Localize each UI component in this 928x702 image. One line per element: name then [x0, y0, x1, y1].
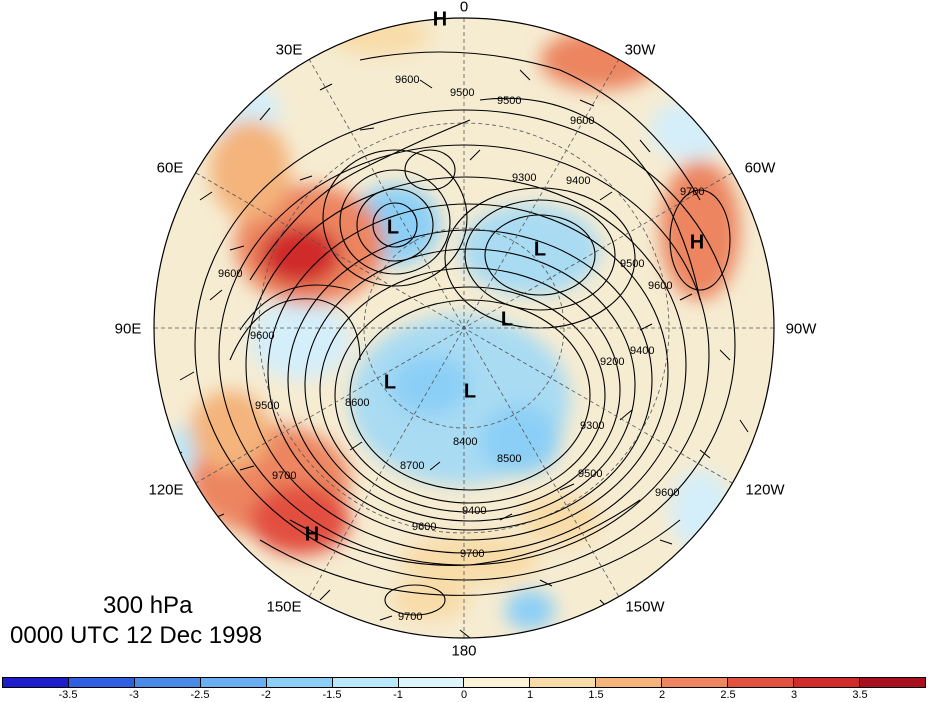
colorbar-tick-label: 1 [526, 689, 534, 701]
high-center-label: H [689, 231, 705, 254]
colorbar-tick-label: 2.5 [720, 689, 736, 701]
contour-label: 8500 [497, 453, 522, 465]
contour-label: 9300 [580, 420, 605, 432]
graticule [154, 18, 774, 638]
colorbar-box [728, 678, 795, 687]
contour-label: 9700 [272, 470, 297, 482]
valid-time-caption: 0000 UTC 12 Dec 1998 [10, 622, 263, 649]
lon-label-90w: 90W [785, 320, 817, 338]
contour-label: 9500 [620, 258, 645, 270]
lon-label-30w: 30W [624, 41, 656, 59]
contour-label: 9700 [460, 548, 485, 560]
lon-label-90e: 90E [114, 320, 142, 338]
anomaly-field [154, 18, 774, 638]
contour-label: 9300 [512, 172, 537, 184]
colorbar-box [794, 678, 860, 687]
lon-label-0: 0 [459, 0, 469, 16]
height-contours [194, 51, 736, 616]
colorbar-tick-label: -2 [261, 689, 271, 701]
colorbar-box [530, 678, 597, 687]
contour-label: 9700 [398, 611, 423, 623]
contour-label: 9500 [578, 468, 603, 480]
lon-label-60w: 60W [744, 159, 776, 177]
globe-boundary [153, 17, 775, 639]
low-center-label: L [463, 380, 477, 403]
colorbar-tick-label: -2.5 [190, 689, 210, 701]
contour-label: 9600 [570, 115, 595, 127]
colorbar-tick-label: 3.5 [852, 689, 868, 701]
lon-label-120w: 120W [745, 481, 785, 499]
colorbar-box [134, 678, 201, 687]
contour-label: 9500 [497, 95, 522, 107]
colorbar-tick-label: -3 [129, 689, 139, 701]
colorbar-box [266, 678, 333, 687]
lon-label-150e: 150E [266, 598, 302, 616]
contour-label: 9600 [218, 268, 243, 280]
lon-label-150w: 150W [625, 598, 665, 616]
contour-label: 9700 [680, 186, 705, 198]
high-center-label: H [304, 523, 320, 546]
colorbar-tick-label: 1.5 [588, 689, 604, 701]
contour-label: 8600 [345, 397, 370, 409]
colorbar [2, 677, 926, 688]
colorbar-tick-label: 0 [460, 689, 468, 701]
colorbar-tick-label: -3.5 [58, 689, 78, 701]
contour-label: 9500 [450, 87, 475, 99]
contour-label: 9600 [395, 74, 420, 86]
colorbar-box [662, 678, 729, 687]
contour-label: 9600 [250, 330, 275, 342]
colorbar-box [596, 678, 663, 687]
colorbar-box [464, 678, 531, 687]
colorbar-tick-label: -1 [393, 689, 403, 701]
low-center-label: L [533, 238, 547, 261]
colorbar-box [3, 678, 69, 687]
colorbar-tick-label: -1.5 [322, 689, 342, 701]
colorbar-box [859, 678, 925, 687]
contour-label: 9400 [462, 505, 487, 517]
contour-label: 8700 [400, 460, 425, 472]
lon-label-30e: 30E [275, 41, 303, 59]
low-center-label: L [383, 371, 397, 394]
colorbar-box [398, 678, 465, 687]
contour-label: 9600 [412, 521, 437, 533]
colorbar-tick-label: 2 [658, 689, 666, 701]
contour-label: 9500 [255, 400, 280, 412]
contour-label: 9400 [630, 345, 655, 357]
contour-label: 9600 [655, 487, 680, 499]
contour-label: 9600 [648, 280, 673, 292]
low-center-label: L [386, 216, 400, 239]
colorbar-box [68, 678, 135, 687]
colorbar-tick-label: 3 [790, 689, 798, 701]
pressure-level-caption: 300 hPa [103, 592, 193, 619]
colorbar-box [332, 678, 399, 687]
lon-label-60e: 60E [156, 159, 184, 177]
contour-label: 9400 [566, 175, 591, 187]
lon-label-180: 180 [451, 642, 477, 660]
colorbar-box [200, 678, 267, 687]
low-center-label: L [500, 308, 514, 331]
contour-label: 9200 [600, 356, 625, 368]
lon-label-120e: 120E [148, 481, 184, 499]
high-center-label: H [432, 8, 448, 31]
contour-label: 8400 [453, 436, 478, 448]
